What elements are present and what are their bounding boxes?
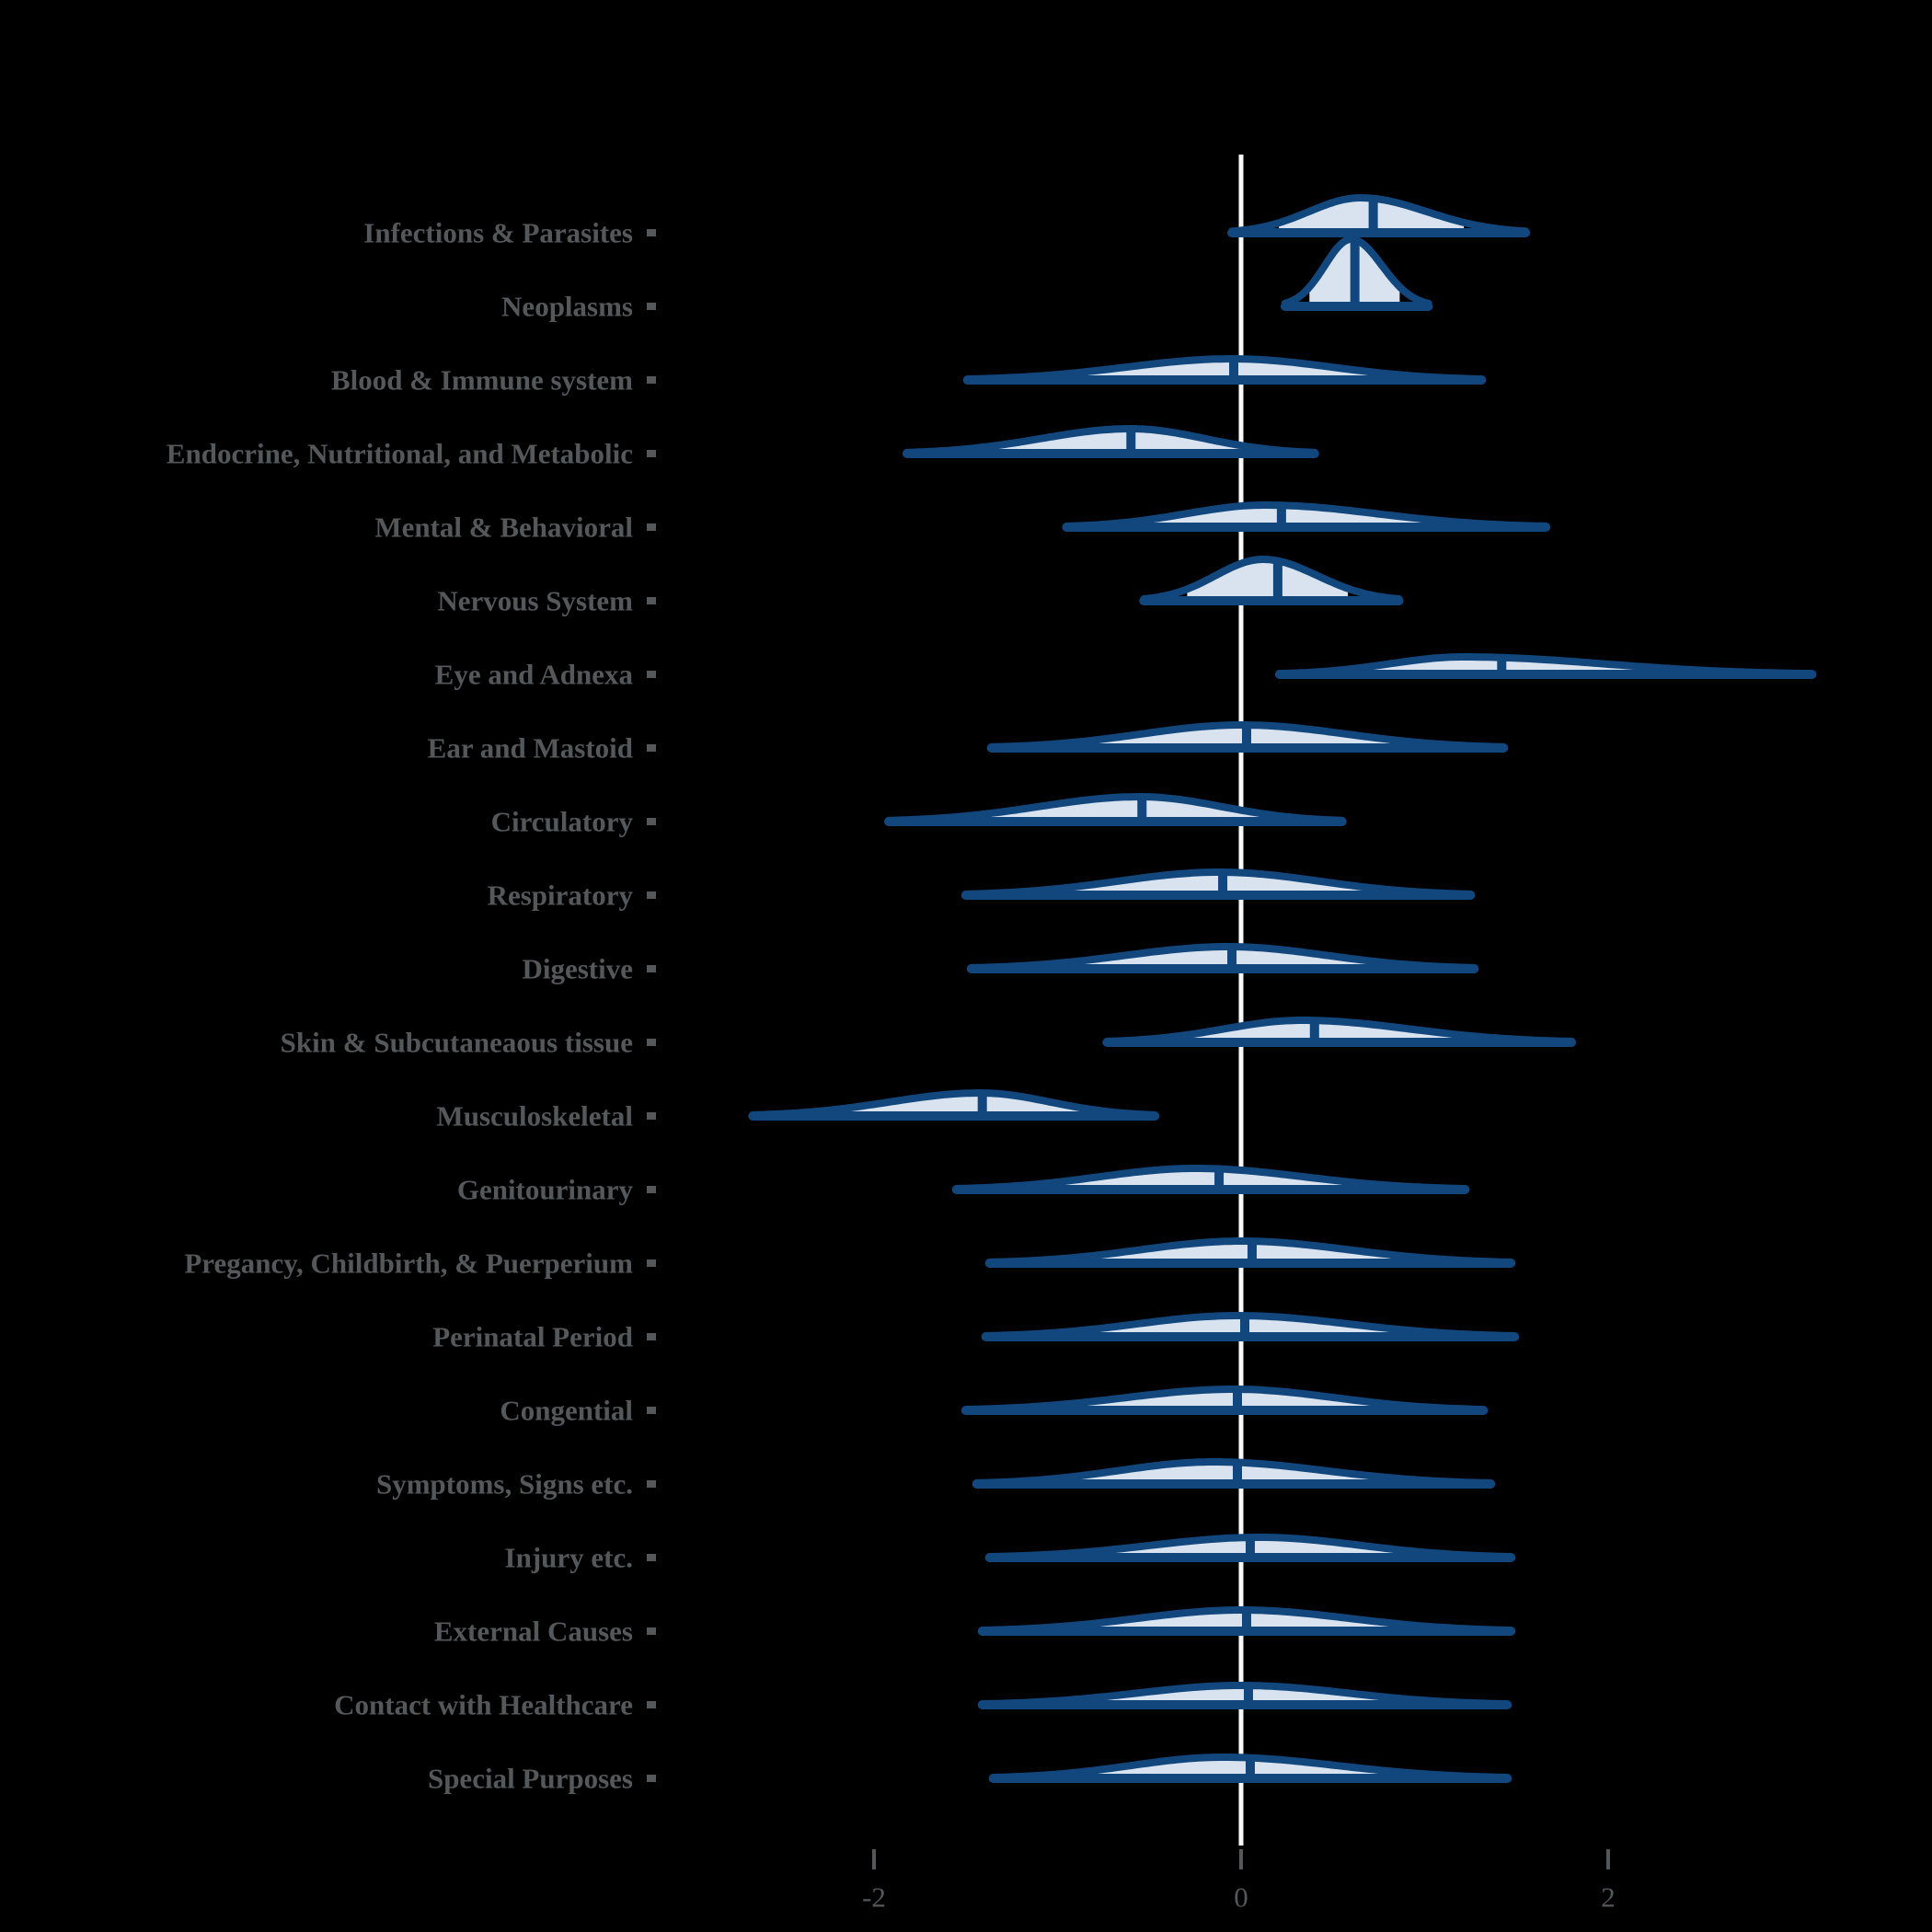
x-axis-tick-label: -2 (862, 1881, 886, 1914)
density-outline (978, 1606, 1515, 1635)
category-tick-square (647, 597, 656, 604)
density-fill (1076, 1685, 1408, 1705)
category-tick-square (647, 1480, 656, 1488)
category-label: Musculoskeletal (436, 1100, 633, 1133)
density-outline (982, 1312, 1519, 1340)
category-label: Contact with Healthcare (334, 1689, 633, 1721)
category-label: Ear and Mastoid (428, 732, 633, 765)
density-outline (885, 793, 1346, 825)
category-label: Perinatal Period (432, 1321, 633, 1353)
category-label: Genitourinary (457, 1174, 634, 1206)
category-tick-square (647, 744, 656, 752)
density-outline (987, 721, 1508, 752)
category-tick-square (647, 1259, 656, 1267)
category-label: Symptoms, Signs etc. (376, 1468, 633, 1501)
category-label: Mental & Behavioral (374, 512, 633, 544)
category-tick-square (647, 450, 656, 457)
category-tick-square (647, 1039, 656, 1046)
category-tick-square (647, 1554, 656, 1561)
density-outline (972, 1458, 1495, 1488)
density-outline (967, 943, 1478, 972)
x-axis-tick-label: 2 (1601, 1881, 1616, 1914)
category-label: External Causes (434, 1616, 633, 1648)
density-outline (961, 868, 1475, 899)
category-label: Pregancy, Childbirth, & Puerperium (184, 1248, 633, 1280)
category-label: Neoplasms (501, 291, 633, 323)
category-label: Circulatory (491, 806, 634, 838)
category-tick-square (647, 303, 656, 310)
category-tick-square (647, 1627, 656, 1635)
category-tick-square (647, 229, 656, 236)
category-tick-square (647, 376, 656, 384)
density-fill (1066, 947, 1384, 969)
category-label: Blood & Immune system (331, 364, 633, 397)
density-fill (1064, 359, 1389, 380)
density-outline (1281, 236, 1432, 310)
category-label: Special Purposes (428, 1763, 633, 1795)
category-label: Digestive (522, 953, 633, 985)
category-label: Nervous System (437, 585, 633, 617)
category-tick-square (647, 891, 656, 899)
category-tick-square (647, 523, 656, 531)
category-tick-square (647, 1407, 656, 1414)
category-tick-square (647, 1333, 656, 1340)
category-label: Congential (500, 1395, 633, 1427)
category-tick-square (647, 1701, 656, 1708)
category-tick-square (647, 1186, 656, 1193)
density-outline (1228, 194, 1530, 236)
category-label: Infections & Parasites (363, 217, 633, 249)
category-label: Endocrine, Nutritional, and Metabolic (167, 438, 633, 470)
density-outline (961, 1386, 1488, 1414)
category-label: Eye and Adnexa (435, 659, 634, 691)
density-outline (903, 425, 1318, 457)
category-label: Skin & Subcutaneaous tissue (281, 1027, 633, 1059)
category-label: Injury etc. (505, 1542, 633, 1574)
category-label: Respiratory (488, 880, 634, 912)
category-tick-square (647, 965, 656, 972)
density-outline (963, 355, 1486, 384)
x-axis-tick-label: 0 (1234, 1881, 1248, 1914)
category-tick-square (647, 1112, 656, 1120)
category-tick-square (647, 671, 656, 678)
category-tick-square (647, 1775, 656, 1782)
density-outline (985, 1237, 1515, 1267)
density-outline (1140, 556, 1403, 604)
category-tick-square (647, 818, 656, 825)
